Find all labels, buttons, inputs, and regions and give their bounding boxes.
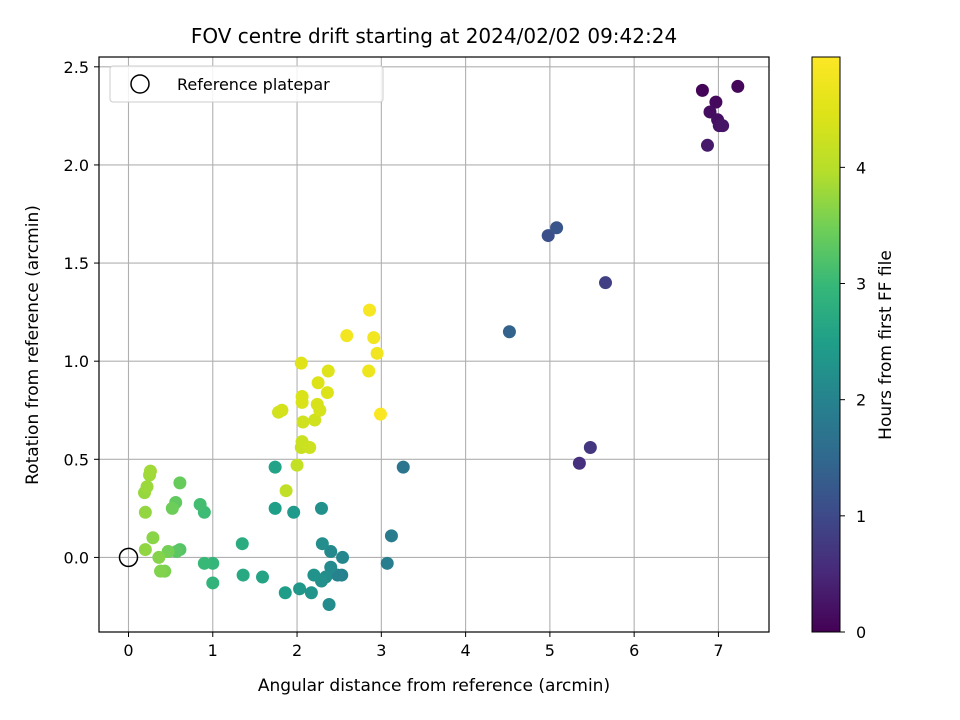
- x-axis-ticks: 0 1 2 3 4 5 6 7: [123, 632, 724, 660]
- y-axis-label: Rotation from reference (arcmin): [23, 205, 43, 485]
- y-tick-label: 1.0: [64, 352, 89, 371]
- data-point: [324, 560, 338, 574]
- data-point: [268, 501, 282, 515]
- data-point: [384, 529, 398, 543]
- data-point: [322, 598, 336, 612]
- data-point: [154, 564, 168, 578]
- colorbar-label: Hours from first FF file: [876, 250, 896, 440]
- reference-marker: [118, 547, 139, 568]
- data-point: [572, 456, 586, 470]
- data-point: [165, 501, 179, 515]
- x-tick-label: 5: [545, 641, 555, 660]
- data-point: [700, 138, 714, 152]
- chart-title: FOV centre drift starting at 2024/02/02 …: [191, 24, 677, 48]
- colorbar-tick-label: 0: [856, 623, 866, 642]
- data-point: [206, 576, 220, 590]
- data-point: [550, 221, 564, 235]
- x-axis-label: Angular distance from reference (arcmin): [258, 676, 610, 696]
- grid: [99, 57, 769, 632]
- data-point: [716, 119, 730, 133]
- data-point: [370, 346, 384, 360]
- data-point: [293, 582, 307, 596]
- legend: Reference platepar: [109, 65, 384, 103]
- data-point: [367, 331, 381, 345]
- data-point: [307, 568, 321, 582]
- data-point: [295, 390, 309, 404]
- legend-marker: [130, 74, 150, 94]
- colorbar-tick-label: 2: [856, 391, 866, 410]
- data-point: [275, 403, 289, 417]
- data-point: [138, 543, 152, 557]
- data-point: [380, 556, 394, 570]
- data-point: [255, 570, 269, 584]
- data-point: [268, 460, 282, 474]
- data-point: [193, 497, 207, 511]
- data-point: [324, 545, 338, 559]
- data-point: [290, 458, 304, 472]
- data-point: [287, 505, 301, 519]
- data-point: [340, 329, 354, 343]
- data-point: [311, 376, 325, 390]
- data-point: [314, 501, 328, 515]
- data-point: [152, 550, 166, 564]
- data-point: [336, 550, 350, 564]
- data-point: [308, 413, 322, 427]
- x-tick-label: 4: [461, 641, 471, 660]
- colorbar-tick-label: 3: [856, 275, 866, 294]
- legend-label: Reference platepar: [177, 75, 330, 94]
- colorbar-tick-label: 1: [856, 507, 866, 526]
- colorbar: 0 1 2 3 4 Hours from first FF file: [811, 56, 896, 642]
- data-points: [138, 79, 745, 612]
- x-tick-label: 6: [629, 641, 639, 660]
- colorbar-ticks: 0 1 2 3 4: [840, 158, 866, 642]
- y-tick-label: 2.0: [64, 156, 89, 175]
- data-point: [146, 531, 160, 545]
- y-tick-label: 0.0: [64, 548, 89, 567]
- x-tick-label: 0: [123, 641, 133, 660]
- plot-frame: [98, 56, 770, 633]
- data-point: [279, 484, 293, 498]
- x-tick-label: 1: [208, 641, 218, 660]
- colorbar-gradient: [811, 56, 841, 633]
- data-point: [321, 364, 335, 378]
- data-point: [362, 364, 376, 378]
- data-point: [709, 95, 723, 109]
- data-point: [583, 441, 597, 455]
- legend-box: [109, 65, 384, 103]
- data-point: [143, 464, 157, 478]
- x-tick-label: 7: [713, 641, 723, 660]
- data-point: [396, 460, 410, 474]
- y-tick-label: 1.5: [64, 254, 89, 273]
- data-point: [541, 229, 555, 243]
- data-point: [236, 568, 250, 582]
- data-point: [599, 276, 613, 290]
- data-point: [303, 441, 317, 455]
- y-tick-label: 0.5: [64, 450, 89, 469]
- data-point: [502, 325, 516, 339]
- data-point: [296, 415, 310, 429]
- data-point: [731, 79, 745, 93]
- x-tick-label: 3: [376, 641, 386, 660]
- data-point: [140, 480, 154, 494]
- data-point: [695, 83, 709, 97]
- y-tick-label: 2.5: [64, 58, 89, 77]
- data-point: [161, 545, 175, 559]
- data-point: [373, 407, 387, 421]
- data-point: [363, 303, 377, 317]
- x-tick-label: 2: [292, 641, 302, 660]
- data-point: [138, 505, 152, 519]
- data-point: [173, 476, 187, 490]
- data-point: [294, 356, 308, 370]
- reference-point: [118, 547, 139, 568]
- data-point: [278, 586, 292, 600]
- y-axis-ticks: 0.0 0.5 1.0 1.5 2.0 2.5: [64, 58, 99, 567]
- data-point: [304, 586, 318, 600]
- data-point: [197, 556, 211, 570]
- data-point: [315, 537, 329, 551]
- colorbar-tick-label: 4: [856, 158, 866, 177]
- data-point: [235, 537, 249, 551]
- data-point: [310, 397, 324, 411]
- data-point: [320, 386, 334, 400]
